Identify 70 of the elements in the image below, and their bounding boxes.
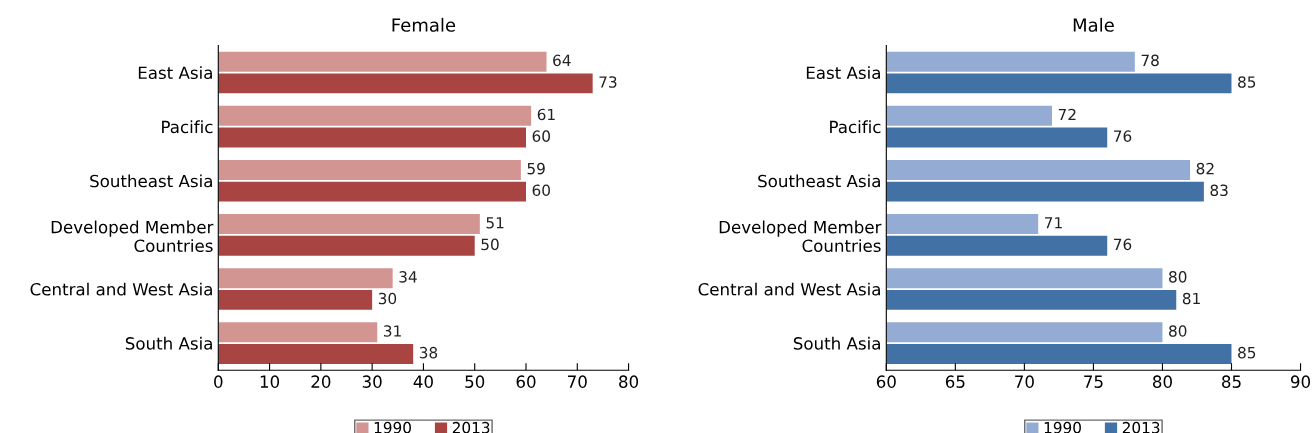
chart-title: Male bbox=[1073, 17, 1114, 32]
y-tick-label: Developed Member Countries bbox=[719, 220, 882, 253]
y-tick-label: East Asia bbox=[806, 66, 880, 80]
x-tick-label: 75 bbox=[1084, 375, 1103, 388]
x-tick-label: 60 bbox=[876, 375, 896, 388]
y-tick-label: Pacific bbox=[162, 120, 213, 134]
y-tick-label: Central and West Asia bbox=[698, 282, 880, 296]
legend-label: 1990 bbox=[374, 421, 411, 433]
x-tick-label: 40 bbox=[413, 375, 433, 388]
data-label: 51 bbox=[486, 217, 504, 229]
x-tick-label: 0 bbox=[214, 375, 223, 388]
x-tick-label: 80 bbox=[619, 375, 639, 388]
data-label: 34 bbox=[399, 271, 417, 283]
x-tick-label: 20 bbox=[311, 375, 331, 388]
data-label: 60 bbox=[532, 130, 550, 142]
data-label: 30 bbox=[378, 292, 397, 305]
data-label: 71 bbox=[1045, 217, 1062, 229]
x-tick-label: 30 bbox=[362, 375, 382, 388]
data-label: 80 bbox=[1169, 325, 1187, 337]
y-tick-label: South Asia bbox=[793, 336, 880, 350]
bar bbox=[218, 322, 378, 343]
legend-label: 2013 bbox=[452, 421, 490, 433]
data-label: 83 bbox=[1210, 184, 1228, 197]
legend-label: 1990 bbox=[1044, 421, 1081, 433]
data-label: 38 bbox=[419, 346, 438, 359]
x-tick-label: 60 bbox=[516, 375, 536, 388]
y-tick-label: Developed Member Countries bbox=[51, 220, 214, 253]
data-label: 73 bbox=[599, 76, 617, 88]
bar bbox=[218, 73, 593, 94]
bar bbox=[218, 214, 480, 235]
data-label: 50 bbox=[481, 238, 499, 251]
data-label: 82 bbox=[1196, 162, 1214, 175]
bar bbox=[218, 181, 526, 202]
bar bbox=[218, 289, 373, 310]
data-label: 81 bbox=[1182, 292, 1200, 305]
data-label: 76 bbox=[1114, 238, 1132, 251]
bar bbox=[218, 344, 414, 364]
bar bbox=[218, 51, 547, 72]
y-tick-label: Southeast Asia bbox=[758, 174, 880, 188]
data-label: 61 bbox=[537, 108, 555, 121]
x-tick-label: 85 bbox=[1222, 375, 1241, 388]
y-tick-label: Southeast Asia bbox=[90, 174, 212, 188]
data-label: 64 bbox=[553, 54, 571, 67]
chart-title: Female bbox=[392, 17, 456, 32]
data-label: 85 bbox=[1238, 346, 1256, 359]
x-tick-label: 10 bbox=[260, 375, 280, 388]
x-tick-label: 70 bbox=[1015, 375, 1034, 388]
bar bbox=[218, 127, 526, 148]
y-tick-label: East Asia bbox=[138, 66, 212, 80]
y-tick-label: Central and West Asia bbox=[30, 282, 212, 296]
x-tick-label: 65 bbox=[945, 375, 965, 388]
x-tick-label: 80 bbox=[1152, 375, 1172, 388]
data-label: 72 bbox=[1058, 108, 1076, 121]
bar bbox=[218, 105, 532, 126]
data-label: 85 bbox=[1238, 76, 1256, 88]
bar bbox=[218, 159, 521, 180]
data-label: 78 bbox=[1141, 54, 1159, 67]
x-tick-label: 90 bbox=[1290, 375, 1311, 388]
data-label: 59 bbox=[527, 162, 545, 175]
y-tick-label: South Asia bbox=[125, 336, 212, 350]
bar bbox=[218, 235, 475, 256]
data-label: 80 bbox=[1169, 271, 1187, 283]
data-label: 60 bbox=[532, 184, 550, 197]
data-label: 31 bbox=[383, 325, 401, 337]
legend-label: 2013 bbox=[1122, 421, 1160, 433]
y-tick-label: Pacific bbox=[830, 120, 881, 134]
x-tick-label: 70 bbox=[568, 375, 587, 388]
x-tick-label: 50 bbox=[465, 375, 485, 388]
data-label: 76 bbox=[1114, 130, 1132, 142]
bar bbox=[218, 268, 393, 289]
